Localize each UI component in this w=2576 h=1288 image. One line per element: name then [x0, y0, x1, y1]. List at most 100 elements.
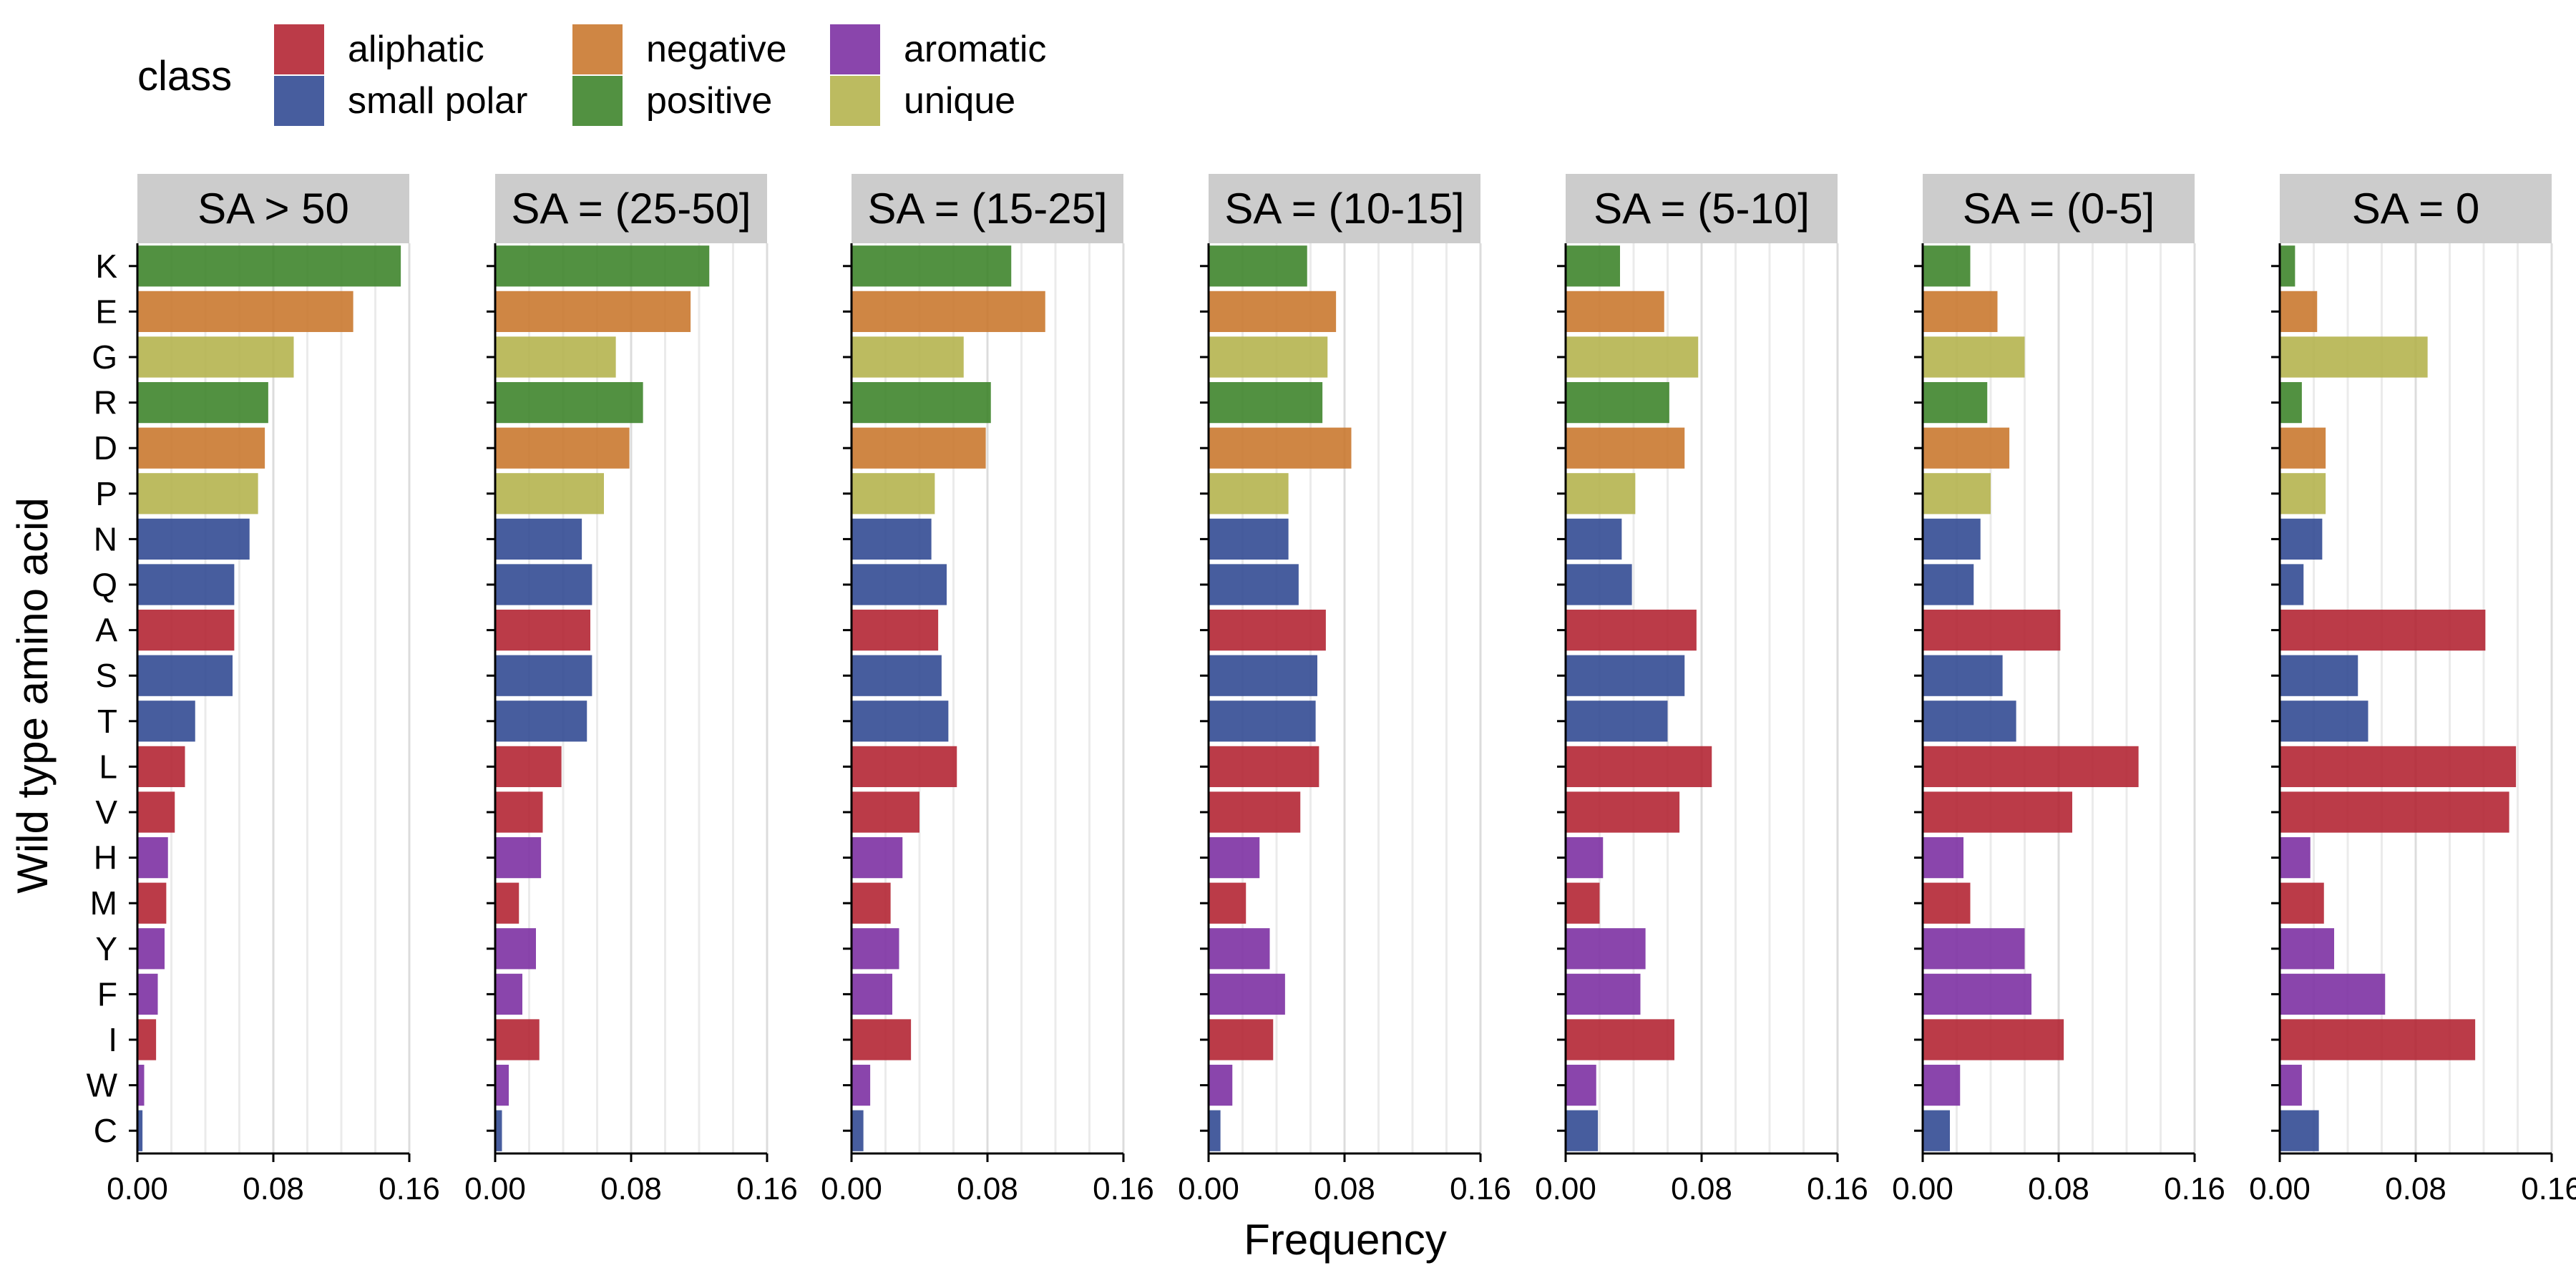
bar-E: [137, 291, 353, 333]
bar-P: [1209, 473, 1289, 514]
facet-panel: SA = 0 0.00 0.08 0.16: [2249, 174, 2576, 1206]
bar-M: [1923, 882, 1971, 924]
bar-K: [137, 245, 401, 287]
bar-D: [1209, 427, 1352, 469]
x-tick-label: 0.08: [2028, 1171, 2089, 1206]
bar-C: [852, 1110, 864, 1151]
bar-C: [2280, 1110, 2319, 1151]
bar-Q: [1923, 564, 1974, 605]
bar-T: [852, 701, 949, 742]
bar-V: [2280, 791, 2509, 833]
bar-E: [1566, 291, 1664, 333]
facet-strip: [1566, 174, 1838, 243]
y-tick-label: E: [95, 293, 117, 330]
bar-G: [852, 336, 964, 378]
bar-M: [495, 882, 519, 924]
bar-F: [137, 973, 158, 1015]
bar-P: [1923, 473, 1991, 514]
bar-T: [1566, 701, 1668, 742]
bar-F: [2280, 973, 2386, 1015]
facet-title: SA = (15-25]: [867, 185, 1107, 233]
facet-panel: SA = (5-10] 0.00 0.08 0.16: [1535, 174, 1868, 1206]
x-tick-label: 0.16: [1450, 1171, 1511, 1206]
legend-label: aliphatic: [348, 29, 484, 70]
bar-N: [137, 518, 250, 560]
bar-V: [852, 791, 919, 833]
bar-P: [1566, 473, 1636, 514]
bar-G: [495, 336, 616, 378]
legend-swatch-small-polar: [274, 76, 324, 126]
bar-Y: [1209, 928, 1270, 970]
bar-W: [852, 1064, 871, 1106]
bar-W: [2280, 1064, 2302, 1106]
y-tick-label: Q: [92, 566, 117, 603]
bar-H: [1566, 836, 1604, 879]
x-tick-label: 0.16: [2164, 1171, 2225, 1206]
bar-I: [495, 1019, 540, 1060]
bar-K: [495, 245, 710, 287]
facet-panel: SA = (25-50] 0.00 0.08 0.16: [464, 174, 798, 1206]
bar-H: [1209, 836, 1260, 879]
bar-R: [1209, 381, 1323, 424]
bar-P: [2280, 473, 2326, 514]
bar-W: [1566, 1064, 1596, 1106]
bar-Y: [2280, 928, 2334, 970]
bar-E: [1923, 291, 1998, 333]
x-tick-label: 0.00: [1178, 1171, 1239, 1206]
bar-V: [1209, 791, 1301, 833]
y-tick-label: Y: [95, 930, 117, 967]
x-tick-label: 0.08: [243, 1171, 304, 1206]
bar-D: [1566, 427, 1685, 469]
bar-I: [137, 1019, 157, 1060]
bar-N: [495, 518, 582, 560]
bar-Y: [495, 928, 536, 970]
bar-S: [1923, 655, 2003, 696]
y-tick-label: S: [95, 657, 117, 694]
bar-F: [1209, 973, 1285, 1015]
bar-C: [495, 1110, 502, 1151]
y-tick-label: F: [97, 975, 117, 1013]
facet-strip: [1209, 174, 1480, 243]
bar-S: [1209, 655, 1317, 696]
bar-M: [852, 882, 891, 924]
y-tick-label: M: [90, 884, 117, 922]
bar-T: [1923, 701, 2016, 742]
legend-swatch-negative: [572, 24, 623, 74]
facet-panel: SA = (15-25] 0.00 0.08 0.16: [821, 174, 1154, 1206]
legend-swatch-aliphatic: [274, 24, 324, 74]
x-tick-label: 0.08: [600, 1171, 662, 1206]
y-tick-label: V: [95, 794, 117, 831]
x-tick-label: 0.16: [1807, 1171, 1868, 1206]
bar-N: [852, 518, 932, 560]
facet-title: SA = 0: [2352, 185, 2479, 233]
x-tick-label: 0.00: [107, 1171, 168, 1206]
bar-D: [495, 427, 630, 469]
bar-L: [137, 746, 185, 788]
bar-H: [1923, 836, 1963, 879]
bar-A: [1923, 609, 2061, 651]
bar-H: [852, 836, 903, 879]
facet-title: SA = (25-50]: [511, 185, 751, 233]
bar-Q: [1209, 564, 1299, 605]
x-tick-label: 0.00: [1892, 1171, 1953, 1206]
bar-G: [137, 336, 294, 378]
bar-A: [1209, 609, 1326, 651]
legend-title: class: [137, 53, 232, 99]
x-tick-label: 0.16: [1093, 1171, 1154, 1206]
legend: class aliphatic small polar negative positi…: [137, 24, 1046, 126]
bar-I: [2280, 1019, 2476, 1060]
bar-C: [137, 1110, 143, 1151]
bar-I: [1923, 1019, 2064, 1060]
bar-Q: [1566, 564, 1632, 605]
y-tick-label: W: [87, 1067, 118, 1104]
bar-S: [1566, 655, 1685, 696]
y-tick-label: I: [108, 1021, 117, 1058]
legend-label: unique: [904, 80, 1015, 122]
bar-C: [1566, 1110, 1599, 1151]
y-tick-label: K: [95, 248, 117, 285]
bar-S: [2280, 655, 2358, 696]
bar-F: [852, 973, 892, 1015]
legend-swatch-aromatic: [830, 24, 880, 74]
